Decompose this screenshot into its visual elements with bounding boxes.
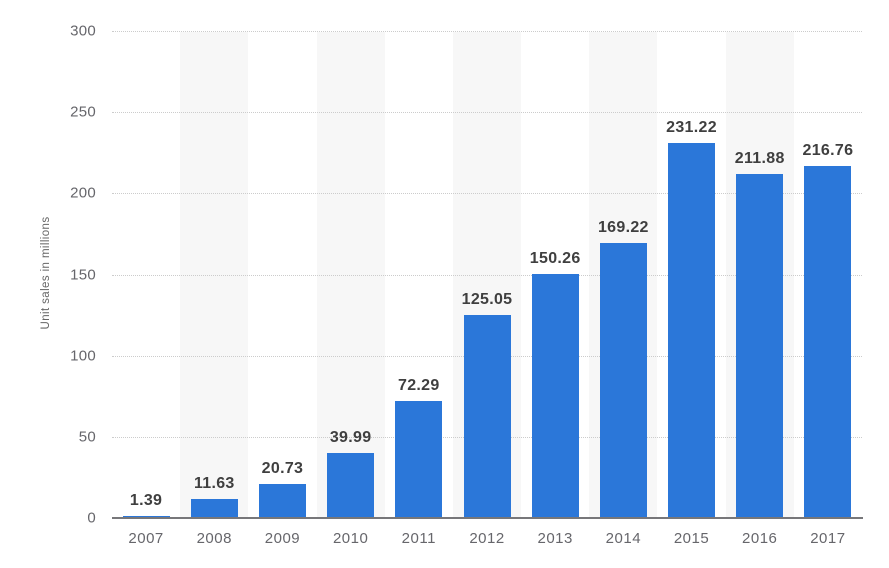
y-tick-label-300: 300	[70, 22, 96, 40]
x-tick-label-2017: 2017	[810, 530, 846, 547]
value-label-2014: 169.22	[597, 219, 649, 237]
x-tick-label-2010: 2010	[332, 530, 369, 547]
x-axis-line	[112, 517, 863, 519]
bar-2011[interactable]	[395, 400, 443, 518]
gridline-300	[112, 31, 862, 32]
value-label-2007: 1.39	[129, 491, 163, 509]
bar-2016[interactable]	[736, 174, 784, 518]
x-tick-label-2007: 2007	[128, 530, 164, 547]
y-tick-label-0: 0	[87, 509, 96, 527]
x-tick-label-2008: 2008	[196, 530, 232, 547]
bar-2010[interactable]	[327, 453, 375, 518]
bar-2013[interactable]	[531, 274, 579, 518]
bar-2007[interactable]	[122, 515, 170, 518]
plot-area: 1.39 11.63 20.73 39.99 72.29 125.05 150.26 169.…	[112, 31, 862, 518]
value-label-2012: 125.05	[461, 291, 513, 309]
value-label-2016: 211.88	[734, 150, 785, 168]
y-tick-label-150: 150	[70, 266, 96, 283]
bar-2008[interactable]	[190, 499, 238, 518]
x-tick-label-2013: 2013	[537, 530, 573, 547]
value-label-2015: 231.22	[666, 118, 717, 136]
gridline-250	[112, 112, 862, 114]
y-tick-label-50: 50	[78, 428, 96, 446]
y-tick-label-100: 100	[70, 347, 96, 365]
x-tick-label-2009: 2009	[264, 530, 301, 547]
value-label-2013: 150.26	[529, 250, 581, 268]
value-label-2017: 216.76	[802, 142, 854, 160]
x-tick-label-2012: 2012	[469, 530, 505, 547]
gridline-150	[112, 274, 862, 276]
value-label-2009: 20.73	[261, 460, 304, 478]
x-tick-label-2011: 2011	[401, 530, 436, 547]
bar-2009[interactable]	[258, 484, 306, 518]
y-tick-label-250: 250	[70, 103, 96, 121]
value-label-2011: 72.29	[398, 376, 440, 394]
gridline-200	[112, 193, 862, 195]
x-tick-label-2016: 2016	[742, 530, 778, 547]
bar-2014[interactable]	[599, 243, 647, 518]
y-tick-label-200: 200	[70, 184, 96, 202]
value-label-2010: 39.99	[329, 429, 372, 447]
x-tick-label-2015: 2015	[673, 530, 710, 547]
x-tick-label-2014: 2014	[605, 530, 642, 547]
value-label-2008: 11.63	[193, 475, 235, 493]
bar-2017[interactable]	[804, 166, 852, 518]
bar-2015[interactable]	[668, 142, 716, 518]
bar-2012[interactable]	[463, 315, 511, 518]
